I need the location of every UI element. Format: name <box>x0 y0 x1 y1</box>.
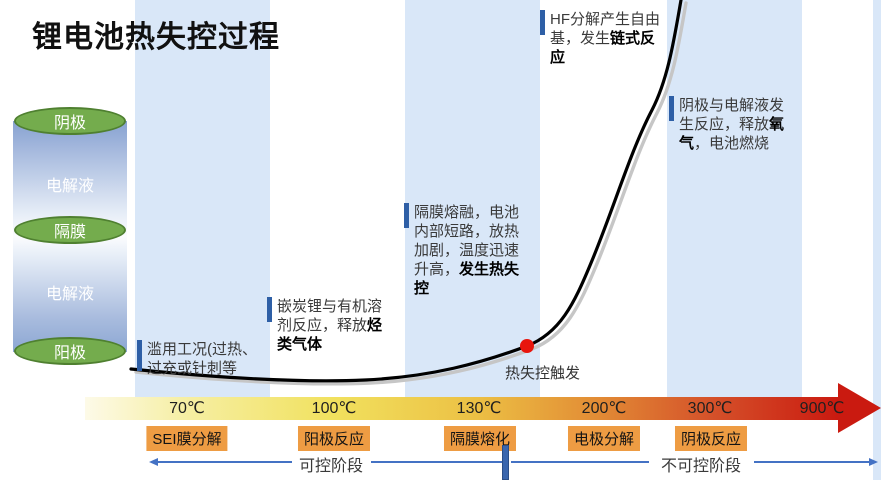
annotation-hf-chain-reaction: HF分解产生自由基，发生链式反应 <box>540 10 666 67</box>
stage-label-anode-reaction: 阳极反应 <box>297 426 371 451</box>
annotation-text: 嵌炭锂与有机溶剂反应，释放烃类气体 <box>277 298 383 353</box>
stage-label-cathode-reaction: 阴极反应 <box>674 426 748 451</box>
battery-layer-separator: 隔膜 <box>14 216 126 244</box>
temp-tick-300: 300℃ <box>687 400 733 417</box>
temp-tick-200: 200℃ <box>581 400 627 417</box>
temperature-axis-bar <box>85 397 838 420</box>
annotation-abuse-conditions: 滥用工况(过热、过充或针刺等 <box>137 340 265 378</box>
uncontrollable-phase-line-left <box>511 461 649 463</box>
trigger-point-dot <box>520 339 534 353</box>
battery-layer-anode: 阳极 <box>14 337 126 365</box>
stage-label-electrode-decomposition: 电极分解 <box>567 426 641 451</box>
battery-layer-electrolyte-lower: 电解液 <box>45 286 94 303</box>
stage-label-sei-decomposition: SEI膜分解 <box>146 426 228 451</box>
controllable-phase-line-right <box>371 461 502 463</box>
controllable-phase-line-left <box>157 461 292 463</box>
annotation-hydrocarbon-gas: 嵌炭锂与有机溶剂反应，释放烃类气体 <box>267 297 387 354</box>
uncontrollable-phase-line-right <box>754 461 870 463</box>
annotation-marker-bar <box>540 10 545 35</box>
background-band-1 <box>135 0 270 420</box>
temperature-axis-arrow-icon <box>838 383 881 433</box>
temp-tick-130: 130℃ <box>456 400 502 417</box>
annotation-text: 隔膜熔融，电池内部短路，放热加剧，温度迅速升高，发生热失控 <box>414 204 520 297</box>
page-title: 锂电池热失控过程 <box>32 21 280 54</box>
annotation-text: 阴极与电解液发生反应，释放氧气，电池燃烧 <box>679 97 785 152</box>
annotation-separator-melt-short-circuit: 隔膜熔融，电池内部短路，放热加剧，温度迅速升高，发生热失控 <box>404 203 524 298</box>
annotation-text: HF分解产生自由基，发生链式反应 <box>550 11 660 66</box>
trigger-point-label: 热失控触发 <box>505 365 581 382</box>
temp-tick-100: 100℃ <box>311 400 357 417</box>
phase-divider-bar <box>502 445 509 480</box>
uncontrollable-phase-label: 不可控阶段 <box>660 458 742 475</box>
curve-shadow <box>134 1 688 386</box>
temperature-curve <box>129 0 683 383</box>
annotation-marker-bar <box>267 297 272 322</box>
battery-layer-cathode: 阴极 <box>14 107 126 135</box>
left-arrow-icon <box>149 458 158 466</box>
background-band-3 <box>667 0 802 420</box>
temp-tick-70: 70℃ <box>169 400 205 417</box>
annotation-marker-bar <box>669 96 674 121</box>
temp-tick-900: 900℃ <box>799 400 845 417</box>
battery-layer-electrolyte-upper: 电解液 <box>45 178 94 195</box>
background-band-4 <box>873 0 881 480</box>
right-arrow-icon <box>869 458 878 466</box>
annotation-marker-bar <box>137 340 142 371</box>
annotation-cathode-oxygen-burn: 阴极与电解液发生反应，释放氧气，电池燃烧 <box>669 96 789 153</box>
annotation-text: 滥用工况(过热、过充或针刺等 <box>147 341 257 377</box>
annotation-marker-bar <box>404 203 409 228</box>
controllable-phase-label: 可控阶段 <box>298 458 364 475</box>
